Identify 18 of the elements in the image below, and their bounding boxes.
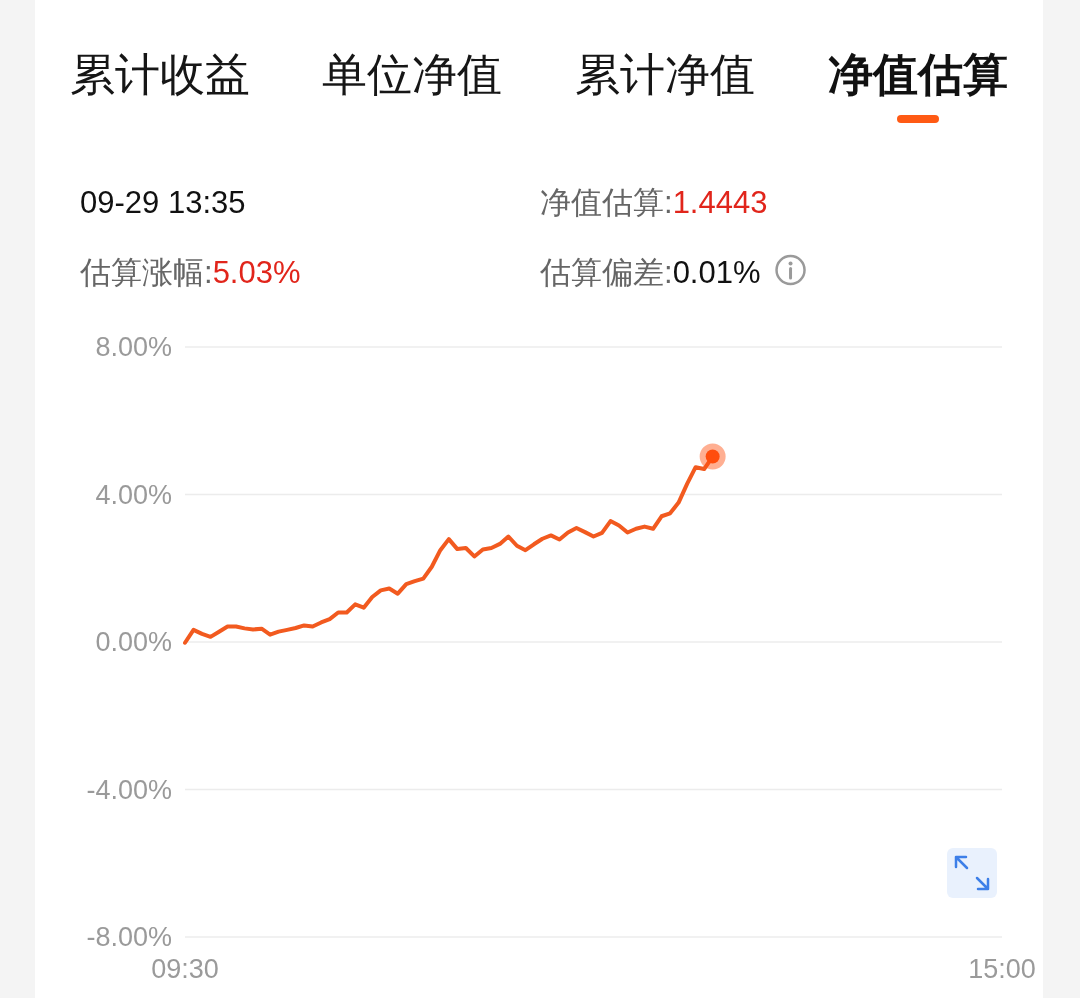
text: 1.4443	[672, 185, 768, 220]
x-tick-label: 09:30	[151, 954, 219, 984]
text: 累计收益	[70, 49, 250, 100]
text: 0.01%	[672, 255, 761, 290]
y-tick-label: 8.00%	[95, 332, 172, 362]
text: 净值估算	[828, 49, 1008, 100]
text: 净值估算:	[540, 185, 673, 220]
text: 单位净值	[322, 49, 502, 100]
text: 估算偏差:	[539, 255, 673, 290]
y-tick-label: 0.00%	[95, 627, 172, 657]
text: 5.03%	[212, 255, 301, 290]
y-tick-label: -4.00%	[86, 774, 172, 805]
x-tick-label: 15:00	[968, 954, 1036, 984]
text: 估算涨幅:	[79, 255, 213, 290]
text: 09-29 13:35	[80, 185, 246, 220]
y-tick-label: 4.00%	[95, 479, 172, 510]
y-tick-label: -8.00%	[86, 922, 172, 952]
text: 累计净值	[575, 49, 755, 100]
